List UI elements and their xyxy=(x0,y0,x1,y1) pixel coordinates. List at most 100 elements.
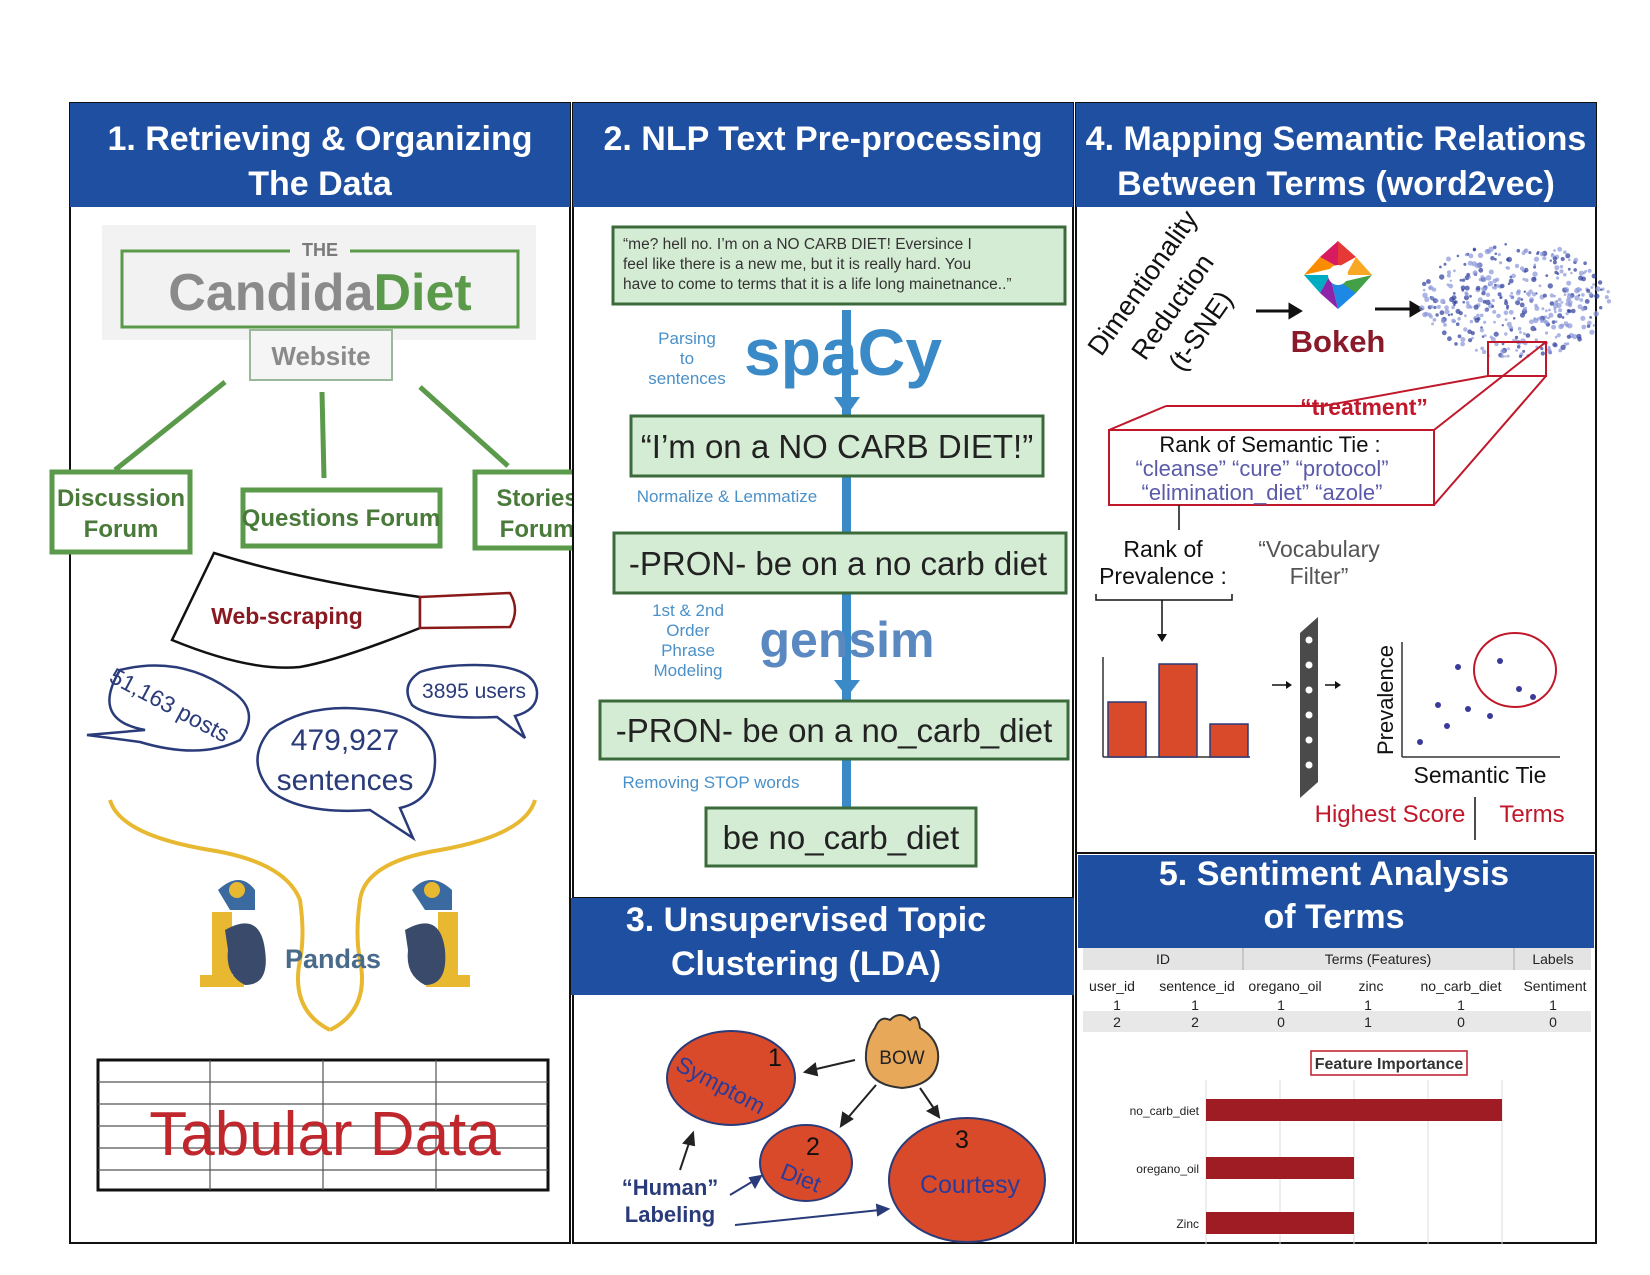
axis-x-semantic-tie: Semantic Tie xyxy=(1414,762,1547,788)
tsne-point xyxy=(1428,286,1432,290)
tsne-point xyxy=(1525,333,1531,338)
tsne-point xyxy=(1558,348,1563,353)
tsne-point xyxy=(1449,279,1453,282)
tsne-point xyxy=(1475,285,1481,291)
tsne-point xyxy=(1443,323,1447,327)
panel-nlp: 2. NLP Text Pre-processing “me? hell no.… xyxy=(572,102,1074,899)
tsne-point xyxy=(1460,341,1465,347)
tsne-point xyxy=(1511,273,1516,279)
tsne-point xyxy=(1499,296,1503,299)
tsne-point xyxy=(1577,337,1582,342)
logo-website: Website xyxy=(271,341,370,371)
tsne-point xyxy=(1484,249,1490,255)
pipeline-arrow-2 xyxy=(834,680,860,697)
step-normalize: Normalize & Lemmatize xyxy=(637,487,817,506)
tsne-point xyxy=(1588,291,1593,296)
tsne-point xyxy=(1560,256,1565,262)
svg-text:CandidaDiet: CandidaDiet xyxy=(168,264,471,322)
tsne-point xyxy=(1599,306,1603,310)
tsne-point xyxy=(1581,276,1586,282)
svg-text:1: 1 xyxy=(1113,997,1121,1013)
tsne-point xyxy=(1583,261,1587,266)
tsne-point xyxy=(1584,299,1590,304)
tsne-point xyxy=(1560,323,1565,328)
tsne-point xyxy=(1480,346,1485,351)
svg-text:3895 users: 3895 users xyxy=(422,680,526,703)
prevalence-bar xyxy=(1158,663,1198,758)
tsne-point xyxy=(1481,291,1486,296)
step-stopwords: Removing STOP words xyxy=(623,773,800,792)
panel5-header xyxy=(1078,855,1594,948)
tsne-point xyxy=(1472,247,1477,251)
tsne-point xyxy=(1477,297,1483,303)
tsne-point xyxy=(1565,253,1571,259)
candida-diet-logo: THE CandidaDiet Website xyxy=(102,225,536,381)
tsne-point xyxy=(1504,332,1508,336)
gensim-logo: gensim xyxy=(759,612,934,668)
forum-questions: Questions Forum xyxy=(240,487,443,549)
panel3-title-line1: 3. Unsupervised Topic xyxy=(626,901,986,939)
tsne-point xyxy=(1526,292,1530,296)
tsne-point xyxy=(1469,294,1472,298)
svg-text:to: to xyxy=(680,349,694,368)
tsne-point xyxy=(1557,246,1563,252)
tsne-point xyxy=(1491,337,1496,342)
tsne-point xyxy=(1556,272,1560,275)
svg-text:no_carb_diet: no_carb_diet xyxy=(1421,978,1502,994)
tsne-point xyxy=(1496,284,1500,288)
tsne-point xyxy=(1524,278,1529,283)
terms-label: Terms xyxy=(1499,801,1564,828)
rank-semantic-title: Rank of Semantic Tie : xyxy=(1159,432,1380,457)
tsne-point xyxy=(1464,253,1468,257)
tsne-point xyxy=(1436,304,1441,309)
bokeh-label: Bokeh xyxy=(1291,324,1386,359)
tsne-point xyxy=(1422,288,1426,292)
svg-text:Forum: Forum xyxy=(500,516,575,543)
tsne-point xyxy=(1429,314,1433,319)
tsne-point xyxy=(1426,279,1431,284)
tsne-point xyxy=(1439,274,1445,280)
tsne-point xyxy=(1517,297,1522,301)
bubble-posts: 51,163 posts xyxy=(86,663,251,752)
tsne-point xyxy=(1533,256,1540,262)
panel-retrieving: 1. Retrieving & Organizing The Data THE … xyxy=(49,102,603,1244)
tsne-point xyxy=(1565,312,1569,316)
tsne-point xyxy=(1422,281,1427,287)
tsne-point xyxy=(1533,263,1537,267)
tabular-data-label: Tabular Data xyxy=(149,1100,501,1169)
tsne-point xyxy=(1590,286,1594,289)
tsne-point xyxy=(1499,261,1503,265)
tsne-point xyxy=(1431,322,1435,326)
tsne-point xyxy=(1538,284,1542,288)
tsne-point xyxy=(1463,262,1467,266)
tsne-point xyxy=(1494,257,1497,261)
feature-importance-title: Feature Importance xyxy=(1315,1056,1464,1073)
tsne-point xyxy=(1578,270,1584,276)
svg-text:zinc: zinc xyxy=(1359,978,1384,994)
tsne-point xyxy=(1530,325,1536,332)
tsne-point xyxy=(1567,267,1571,271)
pipeline-arrow-1 xyxy=(834,397,860,415)
svg-text:Forum: Forum xyxy=(84,516,159,543)
tsne-point xyxy=(1485,275,1492,281)
tsne-point xyxy=(1457,334,1462,339)
tsne-point xyxy=(1586,288,1591,293)
tsne-point xyxy=(1450,313,1453,316)
tsne-point xyxy=(1491,286,1495,289)
tsne-point xyxy=(1519,331,1522,334)
svg-text:1: 1 xyxy=(768,1044,782,1072)
tsne-point xyxy=(1492,309,1497,314)
logo-diet: Diet xyxy=(373,264,471,322)
tsne-point xyxy=(1586,324,1591,328)
tsne-point xyxy=(1533,265,1537,269)
tsne-point xyxy=(1566,342,1570,346)
svg-text:sentence_id: sentence_id xyxy=(1159,978,1235,994)
tsne-point xyxy=(1556,333,1561,338)
human-labeling-1: “Human” xyxy=(622,1175,719,1200)
labeling-arrows xyxy=(729,1174,891,1226)
tsne-point xyxy=(1504,318,1508,322)
panel1-header xyxy=(70,103,570,207)
tsne-point xyxy=(1597,280,1603,285)
tsne-point xyxy=(1455,308,1461,314)
tsne-point xyxy=(1592,283,1595,286)
